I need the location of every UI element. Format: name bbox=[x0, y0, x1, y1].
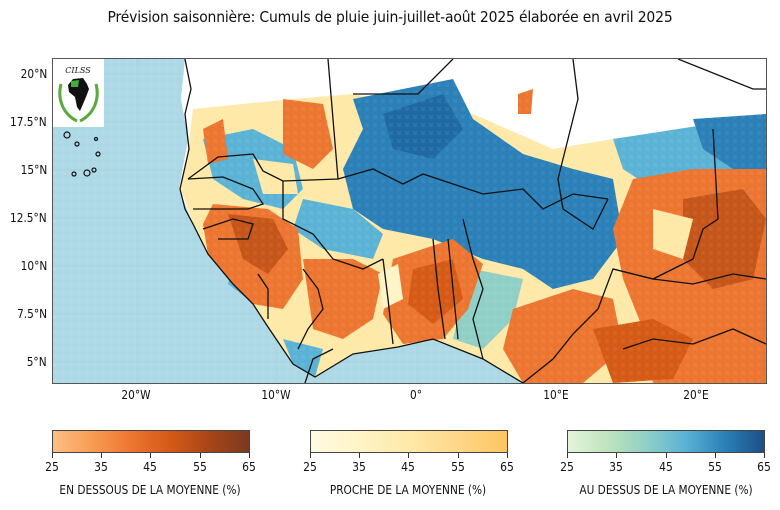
tick-label: 65 bbox=[757, 460, 771, 474]
lon-label-0: 0° bbox=[409, 388, 423, 402]
lat-label-17-5n: 17.5°N bbox=[10, 115, 47, 129]
lon-label-10w: 10°W bbox=[261, 388, 291, 402]
map-canvas bbox=[53, 59, 766, 383]
cilss-logo: CILSS bbox=[53, 59, 104, 127]
tick bbox=[150, 453, 151, 458]
lat-label-7-5n: 7.5°N bbox=[17, 307, 47, 321]
tick-label: 65 bbox=[500, 460, 514, 474]
tick bbox=[616, 453, 617, 458]
tick bbox=[101, 453, 102, 458]
lat-label-12-5n: 12.5°N bbox=[10, 211, 47, 225]
tick bbox=[666, 453, 667, 458]
colorbar-near-normal bbox=[310, 430, 508, 453]
colorbar-above-normal bbox=[567, 430, 765, 453]
colorbar-below-normal bbox=[52, 430, 250, 453]
tick bbox=[458, 453, 459, 458]
tick bbox=[507, 453, 508, 458]
cape-verde-islands bbox=[63, 131, 101, 177]
country-borders bbox=[179, 59, 766, 383]
tick bbox=[764, 453, 765, 458]
tick-label: 45 bbox=[659, 460, 673, 474]
tick bbox=[715, 453, 716, 458]
tick bbox=[249, 453, 250, 458]
cilss-africa-laurel-icon: CILSS bbox=[58, 66, 99, 123]
tick-label: 25 bbox=[45, 460, 59, 474]
forecast-map bbox=[52, 58, 767, 384]
lon-label-20w: 20°W bbox=[121, 388, 151, 402]
colorbar-label-below: EN DESSOUS DE LA MOYENNE (%) bbox=[59, 483, 241, 497]
lat-label-20n: 20°N bbox=[20, 67, 47, 81]
tick-label: 35 bbox=[94, 460, 108, 474]
tick-label: 45 bbox=[143, 460, 157, 474]
tick bbox=[52, 453, 53, 458]
tick-label: 55 bbox=[193, 460, 207, 474]
lat-label-15n: 15°N bbox=[20, 163, 47, 177]
tick-label: 55 bbox=[451, 460, 465, 474]
svg-text:CILSS: CILSS bbox=[65, 66, 91, 75]
tick-label: 35 bbox=[609, 460, 623, 474]
tick bbox=[408, 453, 409, 458]
tick-label: 55 bbox=[708, 460, 722, 474]
lon-label-20e: 20°E bbox=[683, 388, 709, 402]
tick-label: 25 bbox=[560, 460, 574, 474]
colorbar-label-above: AU DESSUS DE LA MOYENNE (%) bbox=[579, 483, 753, 497]
tick-label: 65 bbox=[242, 460, 256, 474]
tick bbox=[310, 453, 311, 458]
lon-label-10e: 10°E bbox=[543, 388, 569, 402]
tick bbox=[200, 453, 201, 458]
tick-label: 45 bbox=[401, 460, 415, 474]
lat-label-5n: 5°N bbox=[27, 355, 47, 369]
tick-label: 35 bbox=[352, 460, 366, 474]
colorbar-label-near: PROCHE DE LA MOYENNE (%) bbox=[329, 483, 487, 497]
tick-label: 25 bbox=[303, 460, 317, 474]
tick bbox=[359, 453, 360, 458]
map-title: Prévision saisonnière: Cumuls de pluie j… bbox=[107, 8, 673, 26]
tick bbox=[567, 453, 568, 458]
lat-label-10n: 10°N bbox=[20, 259, 47, 273]
